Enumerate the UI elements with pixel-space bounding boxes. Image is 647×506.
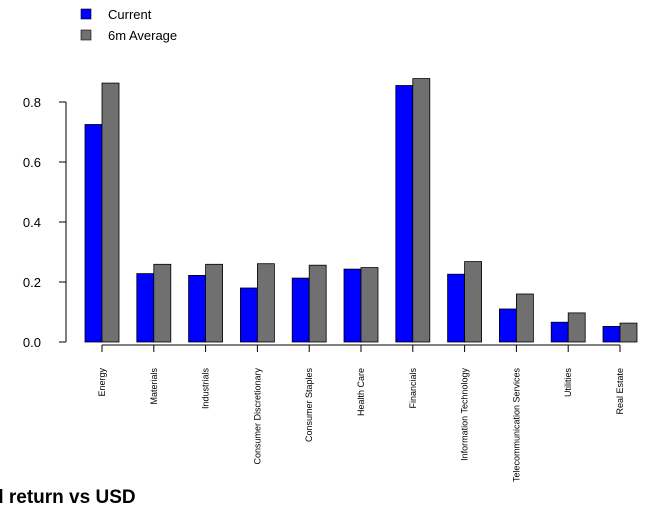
x-tick-label-10: Real Estate	[615, 368, 625, 415]
bar-0-10	[602, 325, 621, 343]
bar-0-6	[395, 85, 414, 343]
bar-0-7	[447, 273, 466, 343]
legend-label-1: 6m Average	[108, 28, 177, 43]
bar-0-1	[136, 273, 155, 343]
bar-1-7	[464, 261, 483, 343]
bar-0-2	[188, 274, 207, 343]
bar-1-4	[308, 264, 327, 343]
y-tick-label-3: 0.6	[23, 155, 41, 170]
bar-1-3	[256, 263, 275, 343]
bar-1-2	[205, 263, 224, 343]
x-tick-label-5: Health Care	[356, 368, 366, 416]
bar-0-9	[550, 321, 569, 343]
y-axis: 0.0 0.2 0.4 0.6 0.8	[23, 95, 67, 350]
bar-0-5	[343, 268, 362, 343]
legend-swatch-0	[80, 8, 92, 20]
bar-0-4	[291, 277, 310, 343]
bar-0-8	[498, 308, 517, 343]
x-tick-label-8: Telecommunication Services	[511, 368, 521, 483]
bars	[84, 78, 638, 343]
x-axis: Energy Materials Industrials Consumer Discr…	[97, 344, 625, 483]
legend-swatch-1	[80, 29, 92, 41]
y-tick-label-0: 0.0	[23, 335, 41, 350]
y-tick-label-1: 0.2	[23, 275, 41, 290]
bar-1-6	[412, 78, 431, 343]
bar-0-0	[84, 124, 103, 343]
x-tick-label-0: Energy	[97, 368, 107, 397]
legend: Current 6m Average	[80, 7, 177, 43]
bar-1-1	[153, 263, 172, 343]
x-tick-label-4: Consumer Staples	[304, 368, 314, 443]
y-tick-label-2: 0.4	[23, 215, 41, 230]
x-tick-label-6: Financials	[408, 368, 418, 409]
bar-1-10	[619, 322, 638, 343]
x-tick-label-7: Information Technology	[460, 368, 470, 461]
x-tick-label-9: Utilities	[563, 368, 573, 398]
x-tick-label-3: Consumer Discretionary	[252, 368, 262, 465]
x-tick-label-2: Industrials	[201, 368, 211, 410]
bar-1-8	[516, 293, 534, 343]
bar-1-9	[567, 312, 586, 343]
y-tick-label-4: 0.8	[23, 95, 41, 110]
bar-1-5	[360, 267, 379, 343]
bar-1-0	[101, 82, 120, 343]
x-tick-label-1: Materials	[149, 368, 159, 405]
bar-0-3	[239, 287, 258, 343]
chart-caption: d return vs USD	[0, 487, 136, 506]
legend-label-0: Current	[108, 7, 152, 22]
